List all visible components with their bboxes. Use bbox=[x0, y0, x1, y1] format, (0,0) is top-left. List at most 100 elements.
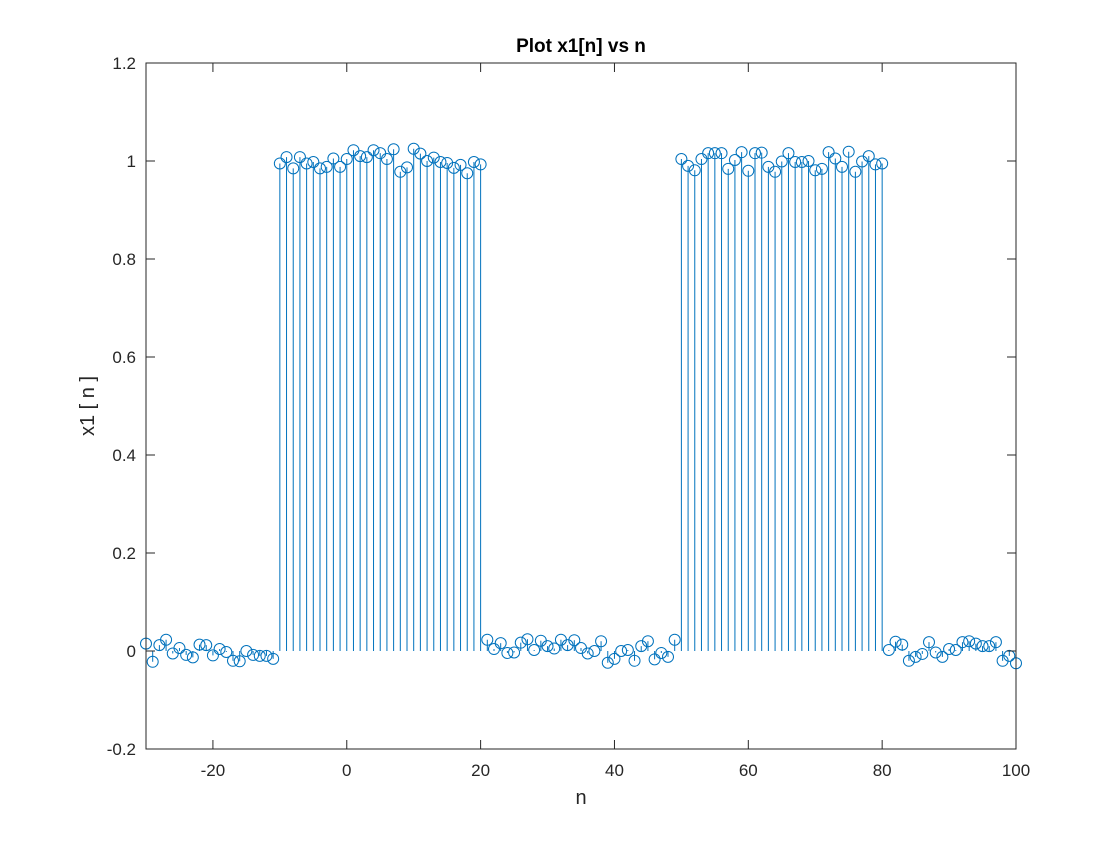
stem-marker bbox=[909, 650, 922, 663]
stem-marker bbox=[876, 157, 889, 170]
stem-marker bbox=[327, 152, 340, 165]
stem-marker bbox=[354, 150, 367, 163]
stem-marker bbox=[568, 634, 581, 647]
stem-marker bbox=[675, 153, 688, 166]
stem-marker bbox=[742, 164, 755, 177]
stem-marker bbox=[702, 147, 715, 160]
stem-marker bbox=[401, 161, 413, 174]
stem-marker bbox=[414, 147, 427, 160]
y-tick-label: 0.8 bbox=[112, 250, 136, 269]
stem-marker bbox=[655, 646, 668, 659]
stem-marker bbox=[508, 646, 521, 659]
stem-marker bbox=[862, 150, 875, 163]
stem-marker bbox=[755, 146, 768, 159]
stem-marker bbox=[775, 155, 788, 168]
stem-marker bbox=[160, 633, 173, 646]
stem-marker bbox=[916, 647, 929, 660]
stem-marker bbox=[809, 164, 822, 177]
stem-marker bbox=[421, 155, 434, 167]
stem-marker bbox=[394, 165, 407, 178]
y-axis-ticks: -0.2 0 0.2 0.4 0.6 0.8 1 1.2 bbox=[107, 54, 1016, 759]
x-tick-label: 100 bbox=[1002, 761, 1030, 780]
axes-box bbox=[145, 62, 1017, 750]
axes-background bbox=[146, 63, 1016, 749]
stem-marker bbox=[360, 151, 373, 164]
y-axis-label: x1 [ n ] bbox=[77, 376, 99, 436]
y-tick-label: 0.4 bbox=[112, 446, 136, 465]
stem-marker bbox=[213, 643, 226, 656]
stem-marker bbox=[307, 155, 320, 168]
stem-marker bbox=[1003, 649, 1016, 662]
stem-marker bbox=[795, 155, 808, 168]
stem-marker bbox=[949, 644, 962, 657]
stem-marker bbox=[969, 637, 982, 650]
stem-marker bbox=[227, 654, 239, 667]
stem-marker bbox=[849, 165, 862, 178]
stem-marker bbox=[983, 640, 996, 653]
stem-marker bbox=[735, 146, 748, 159]
stem-marker bbox=[548, 642, 561, 655]
stem-marker bbox=[608, 652, 621, 665]
stem-marker bbox=[233, 655, 246, 668]
stem-marker bbox=[434, 155, 447, 168]
stem-marker bbox=[929, 646, 942, 659]
stem-marker bbox=[615, 645, 628, 657]
stem-marker bbox=[943, 643, 956, 656]
stem-lines bbox=[145, 148, 1017, 664]
stem-marker bbox=[956, 636, 969, 649]
stem-marker bbox=[273, 157, 286, 170]
stem-marker bbox=[200, 639, 213, 652]
stem-marker bbox=[628, 654, 641, 667]
stem-marker bbox=[287, 162, 300, 175]
x-tick-label: 80 bbox=[873, 761, 892, 780]
stem-marker bbox=[267, 652, 280, 665]
stem-marker bbox=[789, 155, 802, 168]
y-tick-label: 0 bbox=[127, 642, 136, 661]
stem-marker bbox=[280, 151, 293, 164]
stem-marker bbox=[722, 162, 735, 175]
y-tick-label: 0.2 bbox=[112, 544, 136, 563]
stem-marker bbox=[427, 151, 440, 164]
stem-marker bbox=[889, 635, 902, 648]
x-tick-label: 20 bbox=[471, 761, 490, 780]
stem-marker bbox=[447, 161, 460, 174]
stem-marker bbox=[976, 640, 989, 653]
stem-marker bbox=[387, 143, 400, 156]
stem-marker bbox=[668, 633, 681, 646]
y-tick-label: 1 bbox=[127, 152, 136, 171]
stem-marker bbox=[193, 638, 206, 651]
y-tick-label: -0.2 bbox=[107, 740, 136, 759]
stem-marker bbox=[247, 648, 260, 661]
stem-marker bbox=[588, 645, 601, 657]
stem-marker bbox=[749, 147, 761, 160]
stem-marker bbox=[514, 636, 527, 649]
stem-marker bbox=[989, 636, 1002, 649]
stem-marker bbox=[180, 648, 193, 661]
stem-marker bbox=[300, 157, 313, 170]
stem-marker bbox=[173, 642, 186, 655]
stem-marker bbox=[474, 158, 487, 171]
stem-marker bbox=[467, 155, 480, 168]
stem-marker bbox=[728, 154, 741, 167]
y-tick-label: 1.2 bbox=[112, 54, 136, 73]
x-axis-label: n bbox=[575, 787, 586, 809]
x-tick-label: -20 bbox=[201, 761, 226, 780]
x-tick-label: 0 bbox=[342, 761, 351, 780]
stem-marker bbox=[260, 649, 273, 662]
stem-marker bbox=[822, 146, 835, 159]
stem-marker bbox=[595, 635, 608, 648]
stem-marker bbox=[902, 654, 915, 667]
stem-marker bbox=[869, 158, 882, 171]
stem-marker bbox=[708, 147, 721, 160]
stem-marker bbox=[641, 635, 654, 648]
stem-marker bbox=[240, 645, 253, 657]
stem-marker bbox=[896, 638, 909, 651]
stem-marker bbox=[963, 635, 976, 648]
stem-marker bbox=[367, 144, 380, 157]
chart-title: Plot x1[n] vs n bbox=[516, 36, 646, 57]
stem-marker bbox=[521, 633, 534, 646]
y-tick-label: 0.6 bbox=[112, 348, 136, 367]
stem-marker bbox=[314, 162, 326, 175]
